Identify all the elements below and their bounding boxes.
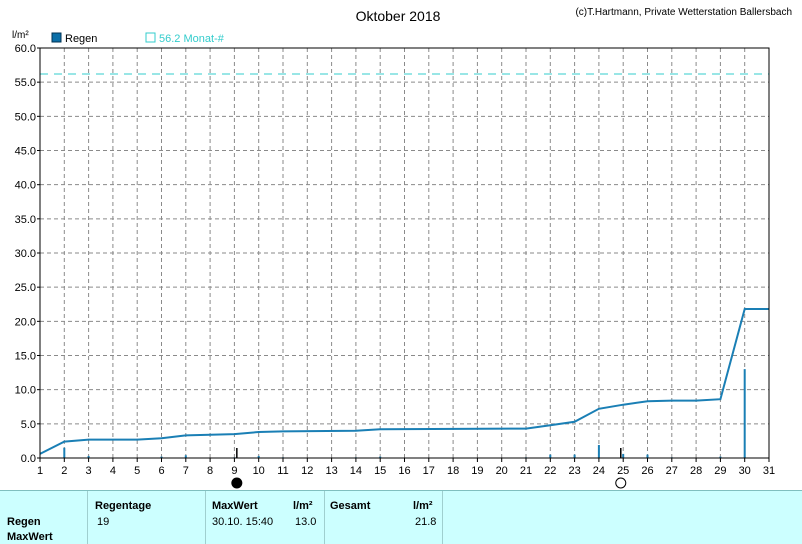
x-tick-label: 16 [398, 465, 410, 477]
x-tick-label: 20 [496, 465, 508, 477]
y-tick-label: 50.0 [15, 111, 36, 123]
x-tick-label: 24 [593, 465, 605, 477]
x-tick-label: 17 [423, 465, 435, 477]
x-tick-label: 25 [617, 465, 629, 477]
gesamt-header: Gesamt [330, 500, 371, 512]
cumulative-rain-line [39, 308, 769, 455]
y-tick-label: 25.0 [15, 282, 36, 294]
x-tick-label: 9 [231, 465, 237, 477]
rain-chart-svg: 0.0 5.0 10.0 15.0 20.0 25.0 30.0 35.0 40.0 45.0 50… [12, 7, 792, 489]
y-tick-label: 40.0 [15, 180, 36, 192]
summary-divider [205, 491, 206, 544]
x-tick-label: 4 [110, 465, 116, 477]
x-tick-label: 7 [183, 465, 189, 477]
x-tick-label: 23 [568, 465, 580, 477]
x-tick-label: 13 [325, 465, 337, 477]
summary-panel: Regen MaxWert Regentage 19 MaxWert l/m² … [0, 490, 802, 544]
chart-title: Oktober 2018 [356, 8, 441, 24]
x-tick-label: 6 [158, 465, 164, 477]
x-tick-label: 28 [690, 465, 702, 477]
x-tick-label: 27 [666, 465, 678, 477]
x-tick-label: 2 [61, 465, 67, 477]
x-tick-label: 14 [350, 465, 362, 477]
y-tick-label: 20.0 [15, 316, 36, 328]
y-tick-label: 35.0 [15, 214, 36, 226]
y-tick-label: 5.0 [21, 419, 36, 431]
row-label-regen: Regen [7, 516, 41, 528]
x-tick-label: 26 [641, 465, 653, 477]
legend-swatch-average [145, 32, 156, 43]
legend-label-average: 56.2 Monat-# [159, 33, 225, 45]
y-tick-label: 30.0 [15, 248, 36, 260]
legend-swatch-regen [51, 32, 62, 43]
new-moon-icon [231, 477, 243, 489]
y-axis-label: l/m² [12, 30, 29, 41]
y-tick-label: 45.0 [15, 146, 36, 158]
chart-credit: (c)T.Hartmann, Private Wetterstation Bal… [575, 7, 792, 18]
row-label-maxwert: MaxWert [7, 531, 53, 543]
x-tick-label: 31 [763, 465, 775, 477]
x-tick-label: 12 [301, 465, 313, 477]
y-tick-label: 55.0 [15, 77, 36, 89]
x-tick-label: 19 [471, 465, 483, 477]
maxwert-header: MaxWert [212, 500, 258, 512]
summary-divider [87, 491, 88, 544]
full-moon-icon [615, 477, 627, 489]
x-tick-label: 18 [447, 465, 459, 477]
regentage-header: Regentage [95, 500, 152, 512]
rain-chart: 0.0 5.0 10.0 15.0 20.0 25.0 30.0 35.0 40.0 45.0 50… [12, 7, 792, 489]
x-tick-label: 21 [520, 465, 532, 477]
x-tick-label: 11 [277, 465, 288, 477]
regentage-value: 19 [97, 516, 110, 528]
x-tick-label: 5 [134, 465, 140, 477]
x-tick-label: 1 [37, 465, 43, 477]
x-tick-label: 3 [86, 465, 92, 477]
x-tick-label: 15 [374, 465, 386, 477]
maxwert-datetime: 30.10. 15:40 [212, 516, 274, 528]
y-tick-label: 15.0 [15, 351, 36, 363]
maxwert-value: 13.0 [295, 516, 317, 528]
gesamt-value: 21.8 [415, 516, 437, 528]
legend-label-regen: Regen [65, 33, 97, 45]
x-tick-label: 8 [207, 465, 213, 477]
y-tick-label: 60.0 [15, 43, 36, 55]
maxwert-unit: l/m² [293, 500, 313, 512]
x-tick-label: 29 [714, 465, 726, 477]
x-tick-label: 22 [544, 465, 556, 477]
gesamt-unit: l/m² [413, 500, 433, 512]
x-tick-label: 30 [739, 465, 751, 477]
y-tick-label: 0.0 [21, 453, 36, 465]
summary-divider [324, 491, 325, 544]
y-tick-label: 10.0 [15, 385, 36, 397]
summary-divider [442, 491, 443, 544]
x-tick-label: 10 [253, 465, 265, 477]
